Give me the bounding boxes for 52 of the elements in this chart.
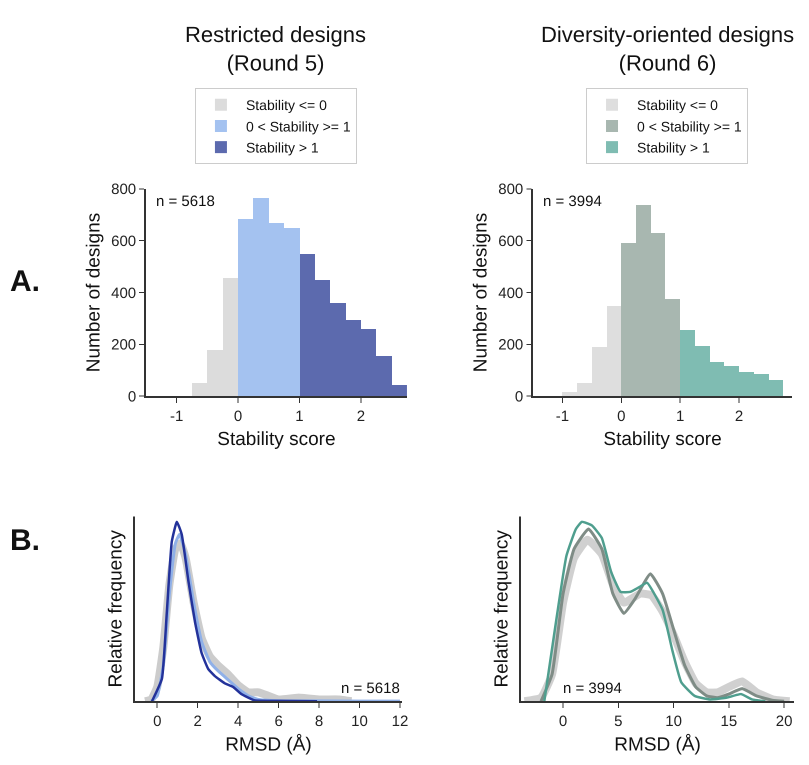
y-tick-label: 800 <box>111 181 136 198</box>
legend-label: 0 < Stability >= 1 <box>637 118 742 134</box>
chart-title: Diversity-oriented designs (Round 6) <box>541 22 794 76</box>
y-tick-label: 600 <box>498 232 524 250</box>
x-tick-label: 2 <box>194 712 202 730</box>
x-tick-label: 2 <box>356 408 366 425</box>
x-tick-label: 0 <box>558 712 568 730</box>
x-tick-label: 0 <box>234 408 242 425</box>
x-tick-label: 4 <box>234 712 242 730</box>
annotation: n = 5618 <box>156 193 215 210</box>
y-tick-label: 400 <box>111 284 136 302</box>
y-axis-title: Relative frequency <box>492 530 513 688</box>
x-tick-label: 1 <box>295 408 304 425</box>
legend-label: Stability > 1 <box>246 140 319 156</box>
chart-title: Restricted designs (Round 5) <box>185 22 366 76</box>
x-axis-title: Stability score <box>217 429 336 450</box>
y-tick-label: 200 <box>111 336 136 354</box>
x-tick-label: 1 <box>676 408 684 425</box>
legend-label: 0 < Stability >= 1 <box>246 118 351 134</box>
x-tick-label: 15 <box>720 712 738 730</box>
y-axis-title: Relative frequency <box>106 530 127 688</box>
y-tick-label: 200 <box>498 336 524 354</box>
x-tick-label: 20 <box>776 712 792 730</box>
legend-label: Stability <= 0 <box>637 97 718 114</box>
x-tick-label: 6 <box>274 712 283 730</box>
text: B. <box>10 524 40 557</box>
y-tick-label: 800 <box>498 181 524 198</box>
legend-label: Stability <= 0 <box>246 97 328 114</box>
y-axis-title: Number of designs <box>83 212 104 372</box>
x-tick-label: 0 <box>617 408 626 425</box>
x-tick-label: 5 <box>614 712 623 730</box>
y-tick-label: 0 <box>514 388 524 406</box>
x-tick-label: 0 <box>153 712 162 730</box>
text: A. <box>10 265 40 298</box>
x-tick-label: 10 <box>351 712 368 730</box>
y-tick-label: 400 <box>498 284 524 302</box>
x-axis-title: RMSD (Å) <box>225 733 312 756</box>
annotation: n = 5618 <box>341 680 400 697</box>
legend-label: Stability > 1 <box>637 140 710 156</box>
x-tick-label: -1 <box>556 408 570 425</box>
y-tick-label: 600 <box>111 232 136 250</box>
x-tick-label: 12 <box>392 712 408 730</box>
y-tick-label: 0 <box>128 388 136 406</box>
x-tick-label: 10 <box>665 712 682 730</box>
y-axis-title: Number of designs <box>470 212 492 372</box>
annotation: n = 3994 <box>543 193 602 210</box>
x-tick-label: -1 <box>170 408 184 425</box>
x-axis-title: Stability score <box>603 429 722 450</box>
x-tick-label: 8 <box>314 712 324 730</box>
x-tick-label: 2 <box>734 408 744 425</box>
annotation: n = 3994 <box>563 680 622 697</box>
x-axis-title: RMSD (Å) <box>614 733 701 756</box>
